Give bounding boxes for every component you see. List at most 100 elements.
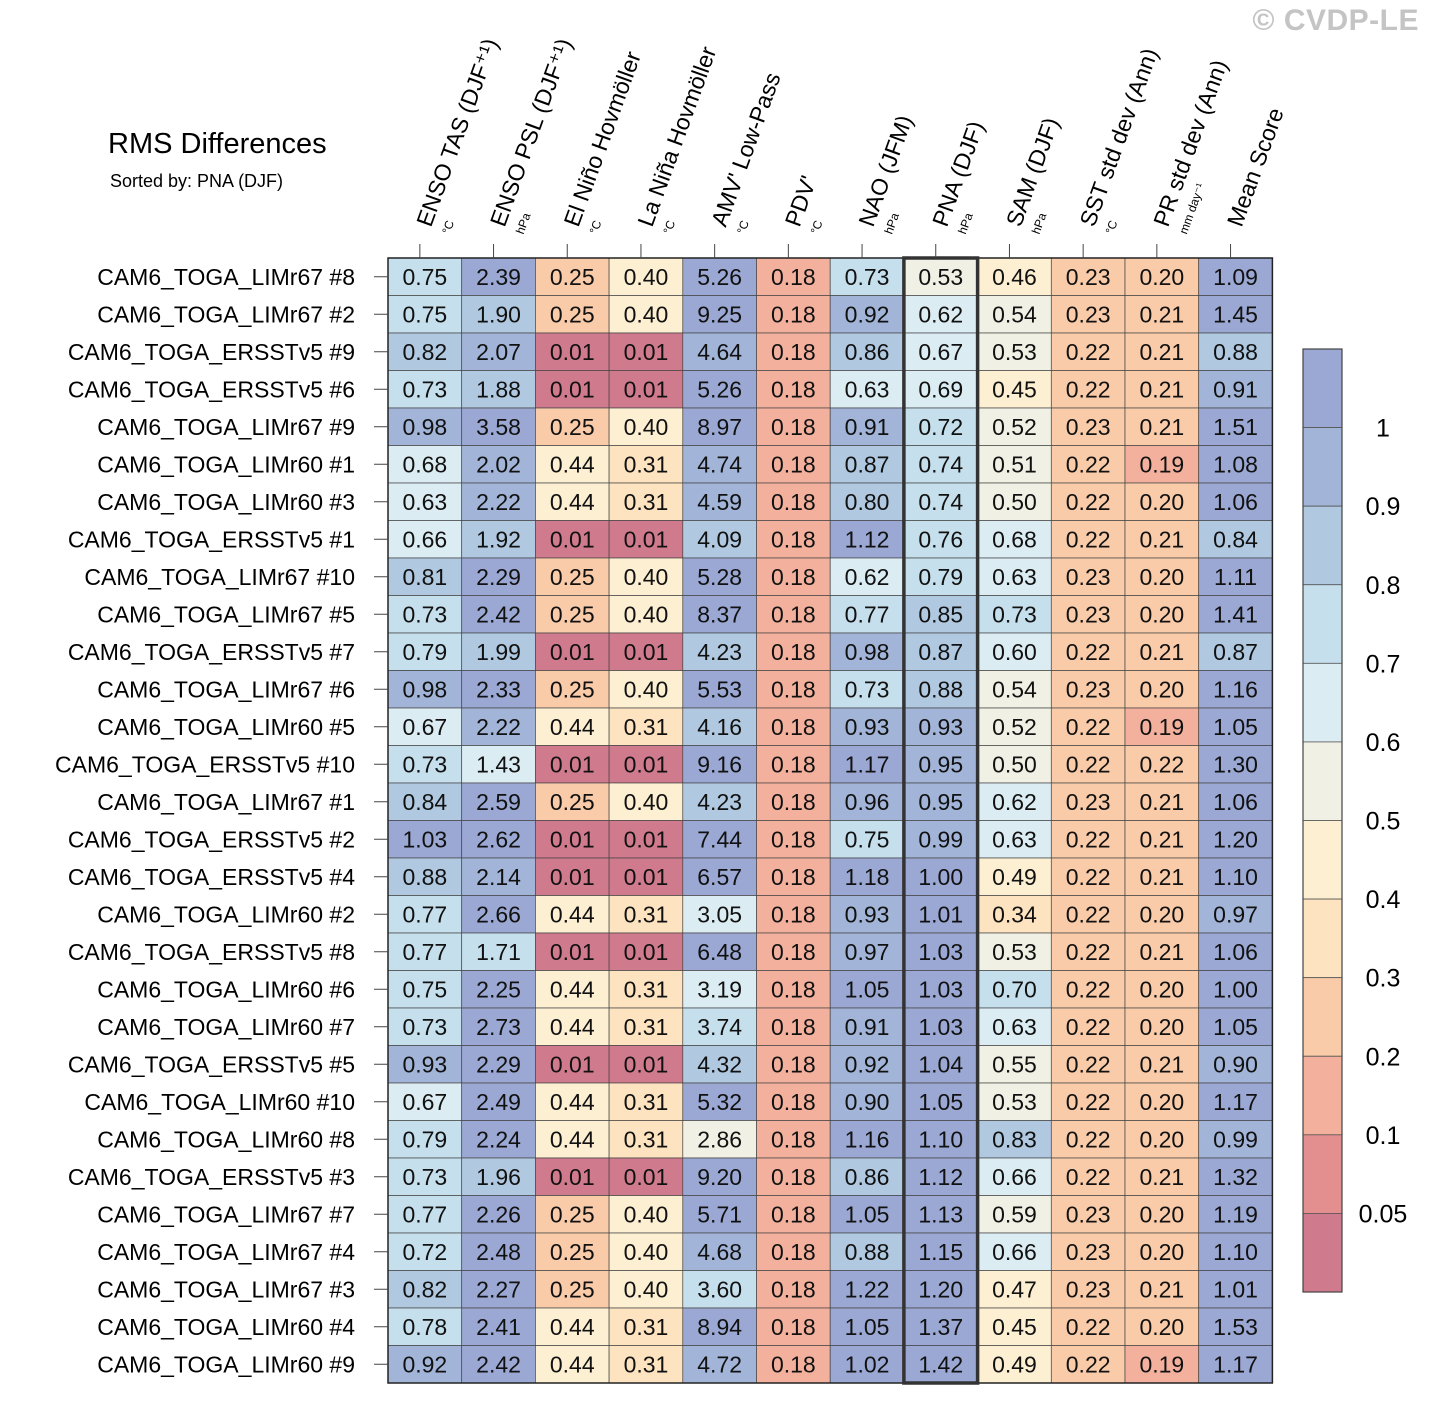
heatmap-cell (608, 407, 684, 446)
cell-value-label: 0.21 (1139, 339, 1184, 365)
row-label: CAM6_TOGA_LIMr60 #2 (97, 901, 355, 927)
heatmap-cell (1198, 520, 1273, 559)
heatmap-cell (829, 1345, 905, 1384)
heatmap-cell (1050, 332, 1126, 371)
heatmap-cell (1198, 1195, 1273, 1234)
cell-value-label: 0.87 (845, 451, 890, 477)
heatmap-cell (829, 782, 905, 821)
cell-value-label: 0.01 (550, 639, 595, 665)
heatmap-cell (535, 1270, 610, 1309)
colorbar-swatch (1302, 898, 1343, 979)
column-header-label: SAM (DJF) (1001, 114, 1064, 230)
colorbar-swatch (1302, 977, 1343, 1057)
heatmap-cell (977, 1007, 1052, 1046)
cell-value-label: 0.18 (771, 1051, 816, 1077)
cell-value-label: 0.21 (1139, 301, 1184, 327)
cell-value-label: 2.39 (476, 264, 521, 290)
heatmap-cell (461, 1195, 536, 1234)
cell-value-label: 5.71 (697, 1201, 742, 1227)
heatmap-cell (608, 782, 684, 821)
cell-value-label: 0.22 (1066, 714, 1111, 740)
heatmap-cell (1050, 482, 1126, 521)
cell-value-label: 1.18 (845, 864, 890, 890)
heatmap-cell (1124, 1045, 1200, 1084)
heatmap-cell (1198, 857, 1273, 896)
cell-value-label: 1.12 (918, 1164, 963, 1190)
cell-value-label: 0.20 (1139, 1314, 1184, 1340)
row-label: CAM6_TOGA_ERSSTv5 #7 (68, 639, 355, 665)
cell-value-label: 2.27 (476, 1276, 521, 1302)
cell-value-label: 4.68 (697, 1239, 742, 1265)
cell-value-label: 0.84 (1213, 526, 1258, 552)
heatmap-cell (682, 595, 757, 634)
heatmap-cell (829, 445, 905, 484)
cell-value-label: 0.73 (402, 1014, 447, 1040)
heatmap-cell (608, 1195, 684, 1234)
cell-value-label: 0.52 (992, 714, 1037, 740)
column-header-label: ENSO TAS (DJF⁺¹) (411, 35, 503, 230)
cell-value-label: 0.88 (402, 864, 447, 890)
heatmap-cell (1198, 482, 1273, 521)
cell-value-label: 8.97 (697, 414, 742, 440)
cell-value-label: 1.88 (476, 376, 521, 402)
cell-value-label: 0.18 (771, 1164, 816, 1190)
heatmap-cell (535, 1007, 610, 1046)
heatmap-cell (682, 1045, 757, 1084)
cell-value-label: 0.01 (624, 376, 669, 402)
cell-value-label: 0.20 (1139, 676, 1184, 702)
cell-value-label: 1.03 (918, 976, 963, 1002)
row-label: CAM6_TOGA_LIMr60 #10 (84, 1089, 355, 1115)
row-label: CAM6_TOGA_LIMr67 #8 (97, 264, 355, 290)
heatmap-cell (1050, 1307, 1126, 1346)
cell-value-label: 0.23 (1066, 789, 1111, 815)
column-header-label: Mean Score (1222, 104, 1289, 229)
heatmap-cell (977, 1307, 1052, 1346)
heatmap-cell (1050, 1045, 1126, 1084)
heatmap-cell (1124, 782, 1200, 821)
cell-value-label: 0.20 (1139, 564, 1184, 590)
cell-value-label: 2.22 (476, 714, 521, 740)
heatmap-cell (682, 1082, 757, 1121)
row-label: CAM6_TOGA_LIMr60 #3 (97, 489, 355, 515)
cell-value-label: 0.23 (1066, 301, 1111, 327)
heatmap-cell (608, 707, 684, 746)
heatmap-cell (1050, 407, 1126, 446)
heatmap-cell (829, 1082, 905, 1121)
cell-value-label: 1.10 (1213, 1239, 1258, 1265)
chart-title: RMS Differences (108, 128, 327, 160)
cell-value-label: 3.58 (476, 414, 521, 440)
heatmap-cell (1124, 482, 1200, 521)
cell-value-label: 0.96 (845, 789, 890, 815)
row-label: CAM6_TOGA_LIMr67 #2 (97, 301, 355, 327)
cell-value-label: 0.21 (1139, 1164, 1184, 1190)
cell-value-label: 0.31 (624, 1126, 669, 1152)
heatmap-cell (461, 820, 536, 859)
cell-value-label: 0.01 (550, 751, 595, 777)
heatmap-cell (1124, 557, 1200, 596)
colorbar-label: 1 (1376, 415, 1390, 443)
column-header: PNA (DJF)hPa (927, 118, 989, 236)
cell-value-label: 0.72 (402, 1239, 447, 1265)
cell-value-label: 0.18 (771, 601, 816, 627)
cell-value-label: 0.22 (1066, 639, 1111, 665)
cell-value-label: 1.00 (1213, 976, 1258, 1002)
cell-value-label: 0.31 (624, 1089, 669, 1115)
heatmap-cell (1050, 1345, 1126, 1384)
cell-value-label: 0.87 (1213, 639, 1258, 665)
heatmap-cell (608, 445, 684, 484)
cell-value-label: 0.21 (1139, 1051, 1184, 1077)
cell-value-label: 0.18 (771, 1276, 816, 1302)
cell-value-label: 0.79 (402, 639, 447, 665)
heatmap-cell (829, 707, 905, 746)
cell-value-label: 0.88 (918, 676, 963, 702)
heatmap-cell (535, 1157, 610, 1196)
heatmap-cell (1198, 1232, 1273, 1271)
cell-value-label: 0.01 (624, 639, 669, 665)
cell-value-label: 0.70 (992, 976, 1037, 1002)
cell-value-label: 0.77 (402, 939, 447, 965)
cell-value-label: 0.98 (845, 639, 890, 665)
heatmap-cell (1198, 745, 1273, 784)
cell-value-label: 0.74 (918, 451, 963, 477)
heatmap-cell (1124, 1082, 1200, 1121)
heatmap-cell (903, 970, 978, 1009)
